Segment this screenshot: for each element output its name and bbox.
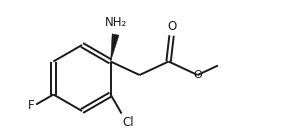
- Text: O: O: [194, 70, 202, 80]
- Text: O: O: [167, 19, 176, 33]
- Text: Cl: Cl: [123, 116, 134, 129]
- Text: NH₂: NH₂: [105, 15, 127, 29]
- Polygon shape: [111, 34, 119, 62]
- Text: F: F: [27, 99, 34, 112]
